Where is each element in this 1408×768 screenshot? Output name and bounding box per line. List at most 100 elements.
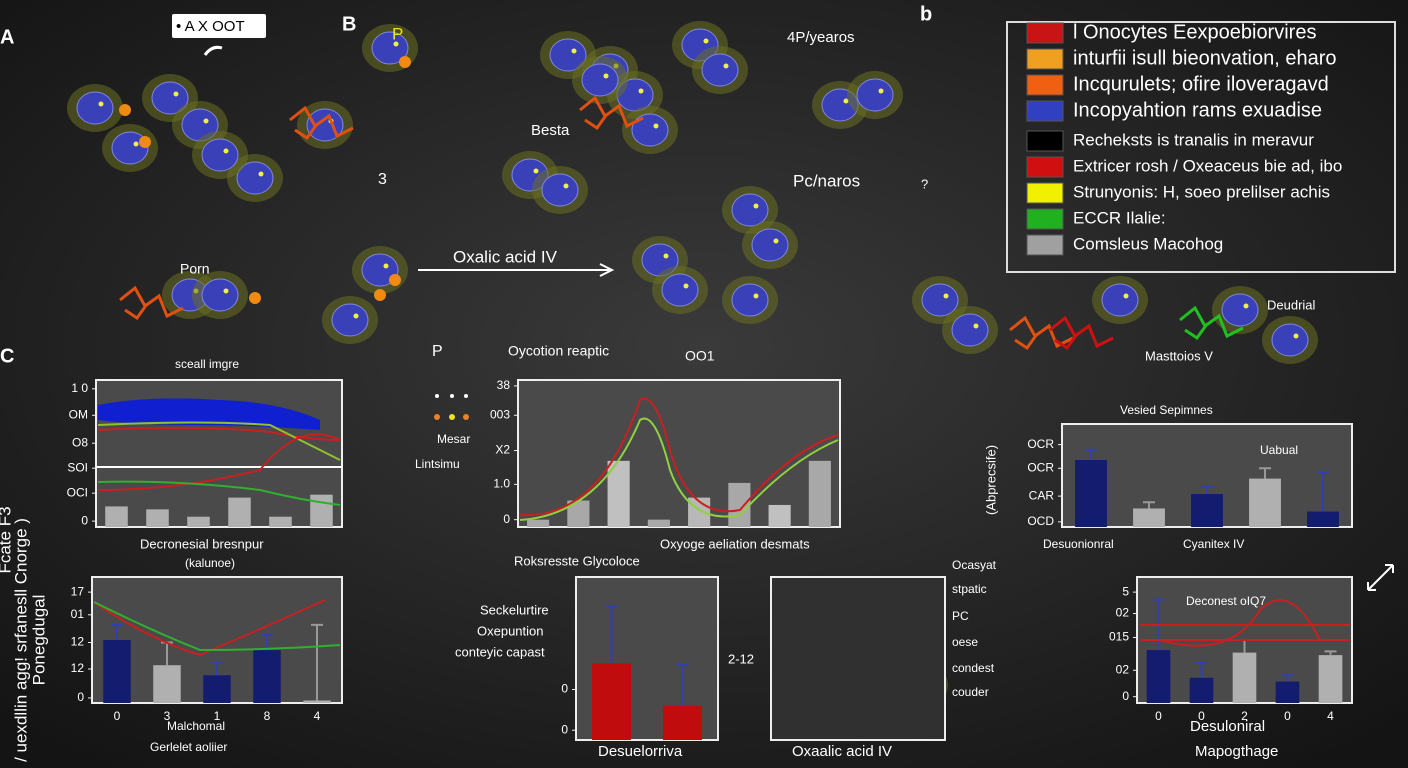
bar — [303, 700, 331, 703]
granule — [1123, 293, 1129, 299]
labels: A B C b • A X OOT P 4P/yearos Besta 3 Pc… — [0, 3, 1316, 762]
panel-label: B — [342, 13, 356, 35]
label: ? — [921, 176, 928, 191]
label: 3 — [378, 171, 387, 188]
label: Vesied Sepimnes — [1120, 403, 1213, 417]
y-tick-label: 38 — [497, 378, 511, 392]
bar — [1146, 650, 1171, 703]
nucleus — [151, 81, 189, 115]
granule — [1293, 333, 1299, 339]
nucleus — [549, 38, 587, 72]
y-tick-label: 1 0 — [71, 381, 88, 395]
y-tick-label: 12 — [71, 661, 85, 675]
axis-label: Ponegdugal — [29, 595, 48, 686]
granule — [973, 323, 979, 329]
bar — [1249, 478, 1281, 527]
x-tick-label: 1 — [214, 709, 221, 723]
legend-label: Extricer rosh / Oxeaceus bie ad, ibo — [1073, 156, 1342, 175]
bar — [187, 516, 210, 527]
granule — [223, 148, 229, 154]
bar — [310, 494, 333, 527]
bar — [228, 497, 251, 527]
y-tick-label: 015 — [1109, 630, 1129, 644]
x-tick-label: 0 — [1198, 709, 1205, 723]
axis-label: / uexdllin agg! srfanesll Cnorge ) — [11, 518, 30, 762]
fibers — [579, 95, 644, 131]
y-tick-label: 0 — [503, 512, 510, 526]
nucleus — [76, 91, 114, 125]
label: Desuelorriva — [598, 743, 683, 760]
bar — [103, 640, 131, 703]
label: oese — [952, 635, 978, 649]
granule — [353, 313, 359, 319]
legend-swatch — [1026, 48, 1064, 70]
label-box — [172, 14, 266, 38]
nucleus — [631, 113, 669, 147]
error-bar — [1085, 448, 1097, 461]
label: Deudrial — [1267, 297, 1316, 312]
label: Malchomal — [167, 719, 225, 733]
label: (kalunoe) — [185, 556, 235, 570]
legend-label: Incqurulets; ofire iloveragavd — [1073, 73, 1329, 95]
label: Oxepuntion — [477, 623, 544, 638]
y-tick-label: 0 — [1122, 689, 1129, 703]
error-bar — [1281, 674, 1294, 682]
label: Lintsimu — [415, 457, 460, 471]
axis-label: Fcate F3 — [0, 506, 14, 573]
legend-swatch — [1026, 100, 1064, 122]
label: Oxalic acid IV — [453, 247, 558, 266]
bar — [567, 500, 590, 527]
bar — [647, 519, 670, 527]
nucleus — [541, 173, 579, 207]
bar — [1189, 677, 1214, 703]
nucleus — [201, 138, 239, 172]
legend-label: Comsleus Macohog — [1073, 234, 1223, 253]
nucleus — [661, 273, 699, 307]
nucleus — [361, 253, 399, 287]
bar — [153, 665, 181, 703]
nucleus — [701, 53, 739, 87]
granule — [638, 88, 644, 94]
granule — [753, 203, 759, 209]
y-tick-label: 0 — [81, 513, 88, 527]
label: Besta — [531, 122, 570, 139]
legend-swatch — [1026, 22, 1064, 44]
bar — [146, 509, 169, 527]
y-tick-label: OM — [69, 407, 88, 421]
legend-swatch — [1026, 74, 1064, 96]
bar — [1307, 511, 1339, 527]
x-tick-label: 4 — [1327, 709, 1334, 723]
label: Seckelurtire — [480, 602, 549, 617]
granule — [773, 238, 779, 244]
granule — [653, 123, 659, 129]
error-bar — [311, 623, 323, 701]
granule — [571, 48, 577, 54]
bar — [1232, 652, 1257, 703]
nucleus — [751, 228, 789, 262]
y-tick-label: 1.0 — [493, 477, 510, 491]
granule — [753, 293, 759, 299]
granule — [1243, 303, 1249, 309]
droplet — [249, 292, 261, 304]
label: P — [392, 24, 403, 43]
droplet — [374, 289, 386, 301]
error-bar — [111, 623, 123, 640]
y-tick-label: O8 — [72, 435, 88, 449]
label: condest — [952, 661, 995, 675]
label: Mapogthage — [1195, 743, 1278, 760]
bar — [1191, 494, 1223, 527]
legend-swatch — [1026, 130, 1064, 152]
legend-swatch — [1026, 234, 1064, 256]
granule — [843, 98, 849, 104]
y-tick-label: 02 — [1116, 662, 1130, 676]
nucleus — [856, 78, 894, 112]
label: Masttoios V — [1145, 348, 1213, 363]
nucleus — [581, 63, 619, 97]
fibers — [1179, 305, 1244, 341]
nucleus — [331, 303, 369, 337]
label: Oxyoge aeliation desmats — [660, 536, 810, 551]
nucleus — [921, 283, 959, 317]
bar — [728, 482, 751, 527]
